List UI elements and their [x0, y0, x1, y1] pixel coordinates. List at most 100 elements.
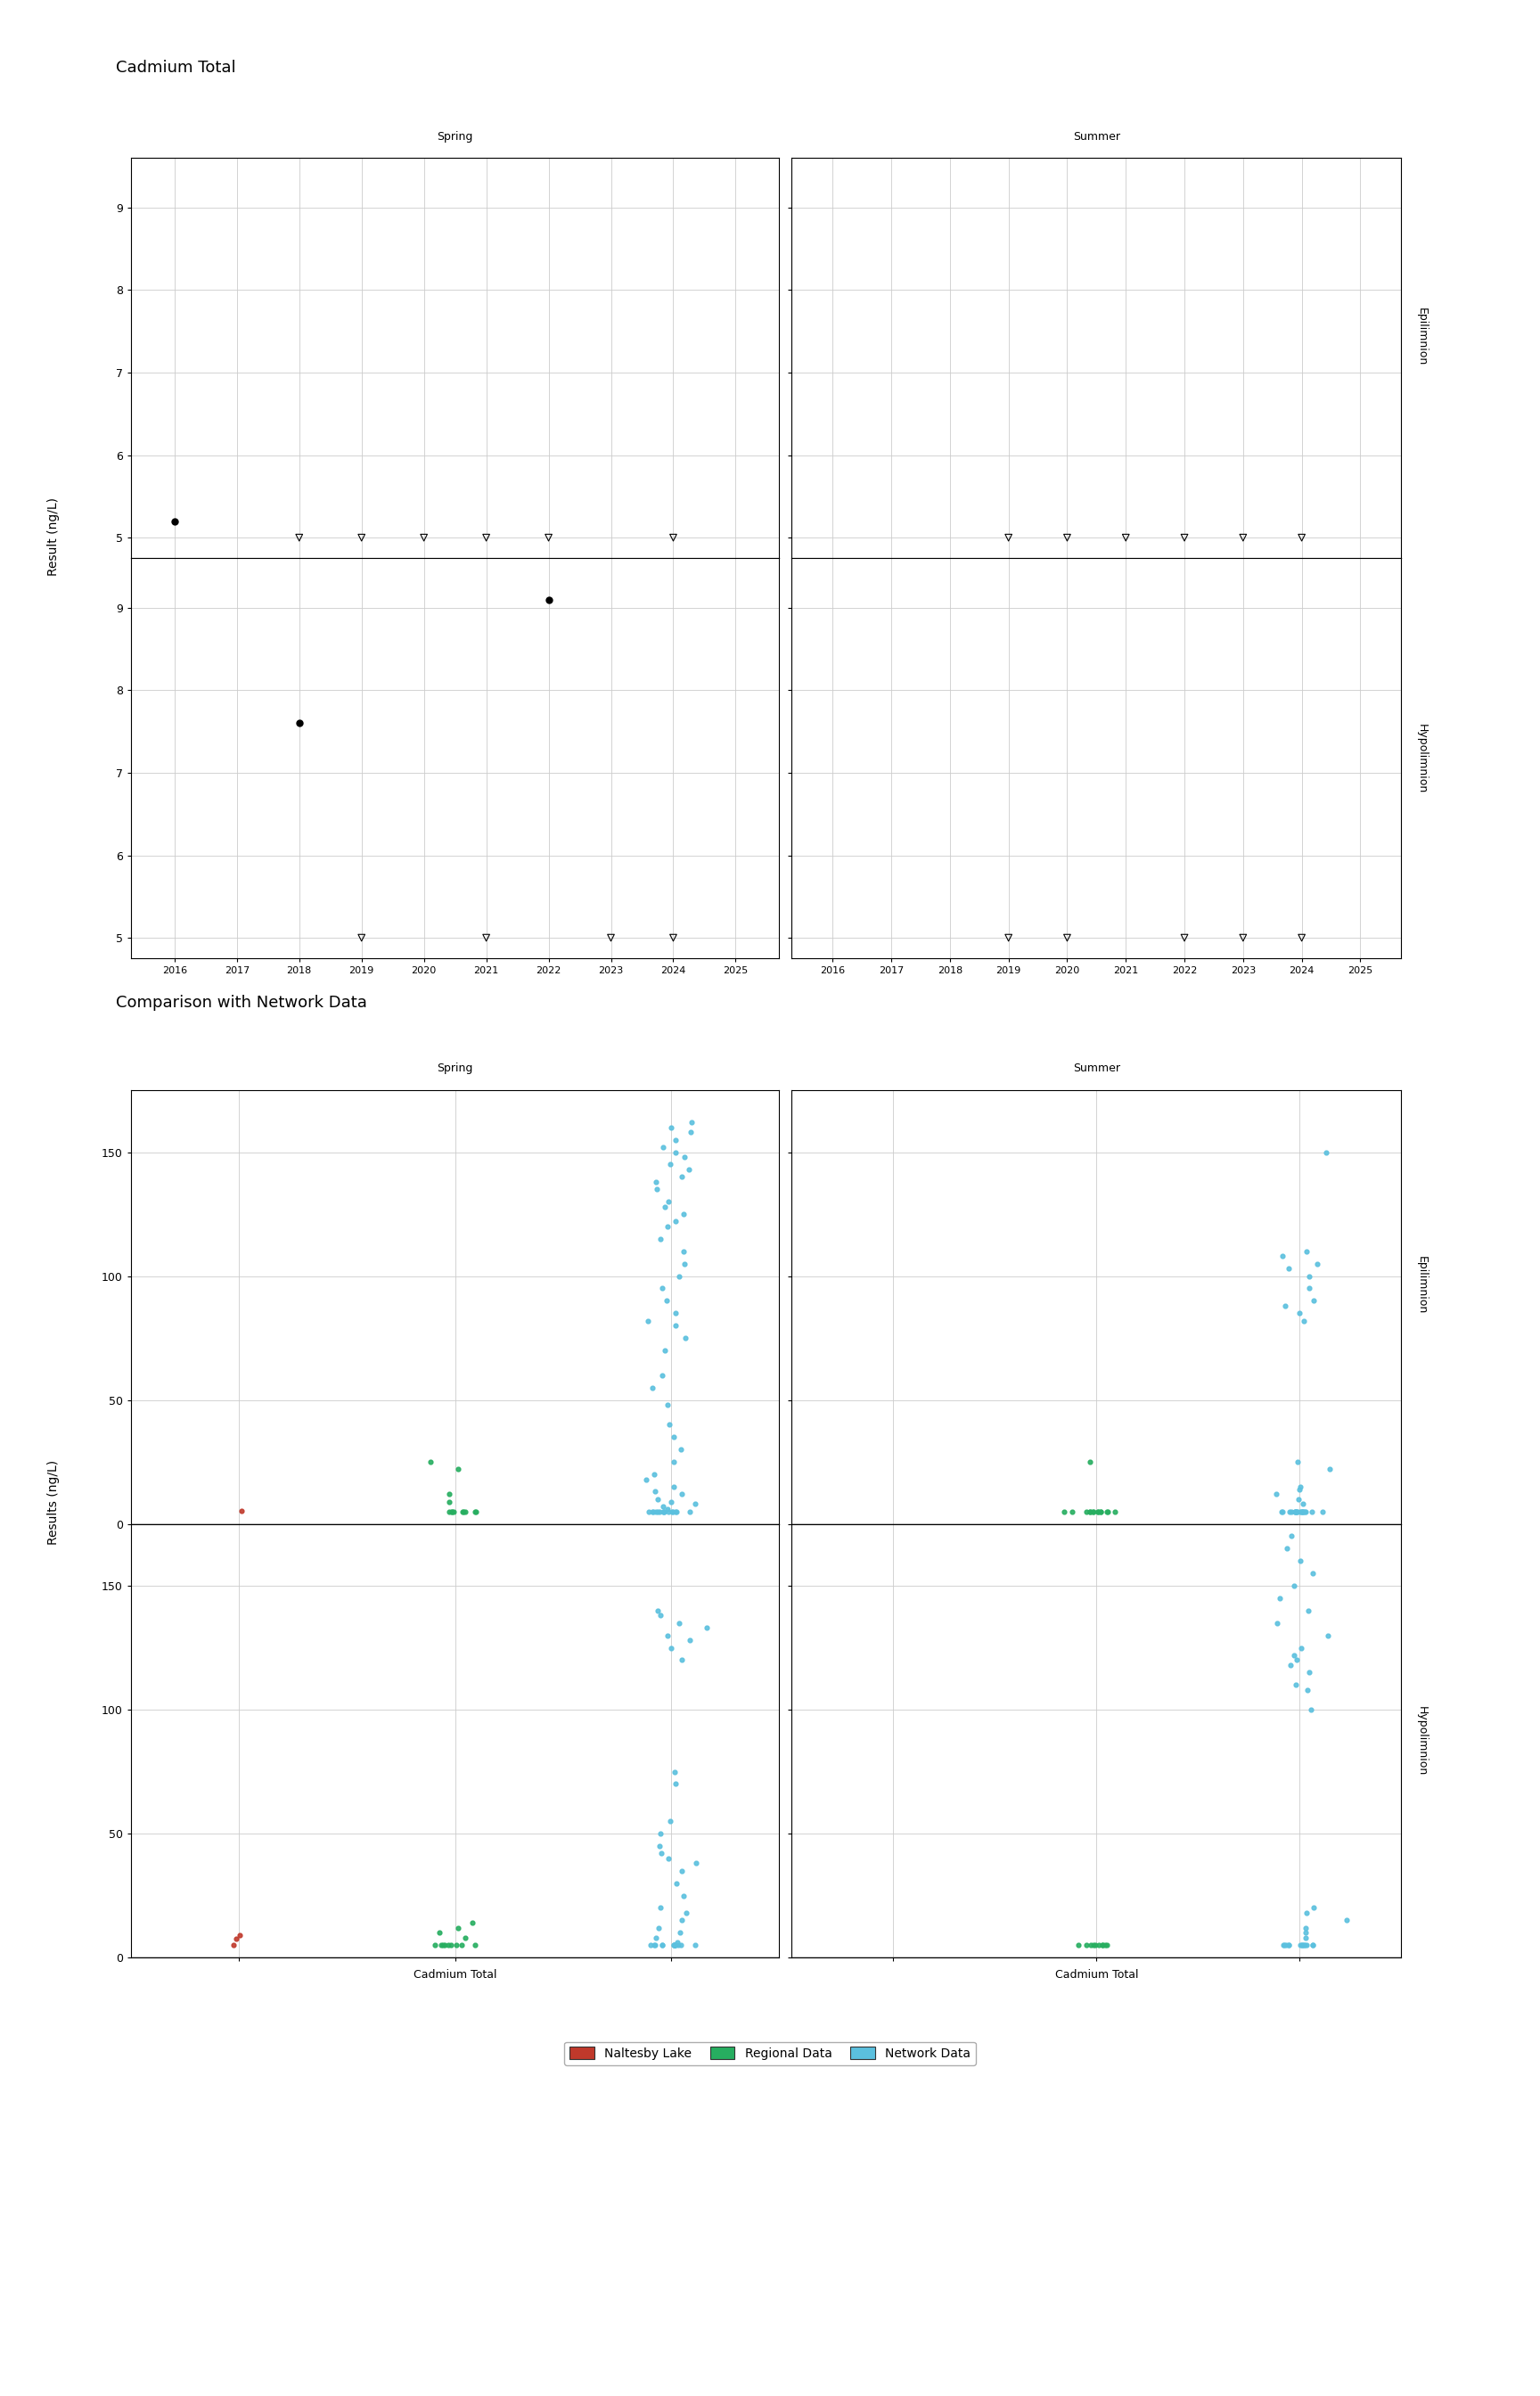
Text: Epilimnion: Epilimnion — [1415, 307, 1428, 367]
Point — [1301, 1555, 1326, 1593]
Point — [670, 1641, 695, 1680]
Point — [222, 1926, 246, 1965]
Point — [1052, 1493, 1076, 1531]
Point — [653, 1332, 678, 1371]
Point — [427, 1914, 451, 1953]
Point — [1274, 1926, 1298, 1965]
Point — [645, 1493, 670, 1531]
Point — [1287, 1493, 1312, 1531]
Point — [650, 1926, 675, 1965]
Point — [286, 704, 311, 743]
Point — [1297, 1653, 1321, 1692]
Point — [651, 1493, 676, 1531]
Point — [654, 1385, 679, 1423]
Point — [474, 518, 499, 556]
Point — [668, 1926, 693, 1965]
Point — [664, 1766, 688, 1804]
Point — [647, 1910, 671, 1948]
Point — [671, 1138, 696, 1176]
Point — [1230, 918, 1255, 956]
Point — [1081, 1926, 1106, 1965]
Point — [664, 1294, 688, 1332]
Point — [679, 1114, 704, 1152]
Point — [1078, 1493, 1103, 1531]
Point — [1066, 1926, 1090, 1965]
Point — [1297, 1270, 1321, 1308]
Point — [1277, 1926, 1301, 1965]
Point — [664, 1926, 688, 1965]
Point — [650, 1129, 675, 1167]
Point — [1089, 1493, 1113, 1531]
Point — [1274, 1287, 1298, 1325]
Point — [1294, 1914, 1318, 1953]
Point — [650, 1270, 675, 1308]
Point — [645, 1481, 670, 1519]
Point — [1267, 1579, 1292, 1617]
Point — [1291, 1493, 1315, 1531]
Point — [350, 518, 374, 556]
Text: Epilimnion: Epilimnion — [1415, 1256, 1428, 1315]
Point — [1081, 1493, 1106, 1531]
Point — [1264, 1476, 1289, 1514]
Point — [662, 1926, 687, 1965]
Point — [648, 1220, 673, 1258]
Point — [453, 1493, 477, 1531]
Point — [1294, 1493, 1318, 1531]
Point — [448, 1926, 473, 1965]
Point — [1311, 1493, 1335, 1531]
Point — [684, 1845, 708, 1883]
Point — [229, 1493, 254, 1531]
Point — [668, 1900, 693, 1938]
Point — [684, 1926, 708, 1965]
Point — [228, 1917, 253, 1955]
Point — [662, 1926, 687, 1965]
Point — [671, 1196, 696, 1234]
Point — [1291, 1486, 1315, 1524]
Point — [1284, 1665, 1309, 1704]
Point — [668, 1430, 693, 1469]
Point — [661, 1442, 685, 1481]
Point — [662, 1926, 687, 1965]
Point — [633, 1459, 658, 1498]
Point — [1295, 1591, 1320, 1629]
Point — [642, 1926, 667, 1965]
Point — [350, 918, 374, 956]
Point — [1287, 1466, 1312, 1505]
Point — [437, 1493, 462, 1531]
Point — [1297, 1258, 1321, 1296]
Point — [996, 918, 1021, 956]
Point — [661, 1493, 685, 1531]
Point — [444, 1926, 468, 1965]
Point — [430, 1926, 454, 1965]
Point — [682, 1486, 707, 1524]
Point — [1289, 1493, 1314, 1531]
Point — [695, 1608, 719, 1646]
Point — [1281, 1567, 1306, 1605]
Point — [1301, 1926, 1326, 1965]
Point — [662, 1926, 687, 1965]
Point — [1270, 1926, 1295, 1965]
Point — [667, 1258, 691, 1296]
Point — [1291, 1493, 1315, 1531]
Point — [1294, 1910, 1318, 1948]
Point — [1300, 1926, 1324, 1965]
Point — [667, 1914, 691, 1953]
Point — [1269, 1493, 1294, 1531]
Point — [1089, 1493, 1113, 1531]
Point — [223, 1919, 248, 1958]
Point — [638, 1926, 662, 1965]
Point — [1289, 1926, 1314, 1965]
Point — [656, 1493, 681, 1531]
Text: Spring: Spring — [437, 132, 473, 141]
Point — [1086, 1493, 1110, 1531]
Point — [1090, 1926, 1115, 1965]
Point — [661, 918, 685, 956]
Point — [440, 1493, 465, 1531]
Point — [1291, 1301, 1315, 1339]
Point — [1095, 1493, 1120, 1531]
Point — [1078, 1442, 1103, 1481]
Point — [644, 1919, 668, 1958]
Point — [1095, 1493, 1120, 1531]
Point — [1078, 1493, 1103, 1531]
Point — [1292, 1926, 1317, 1965]
